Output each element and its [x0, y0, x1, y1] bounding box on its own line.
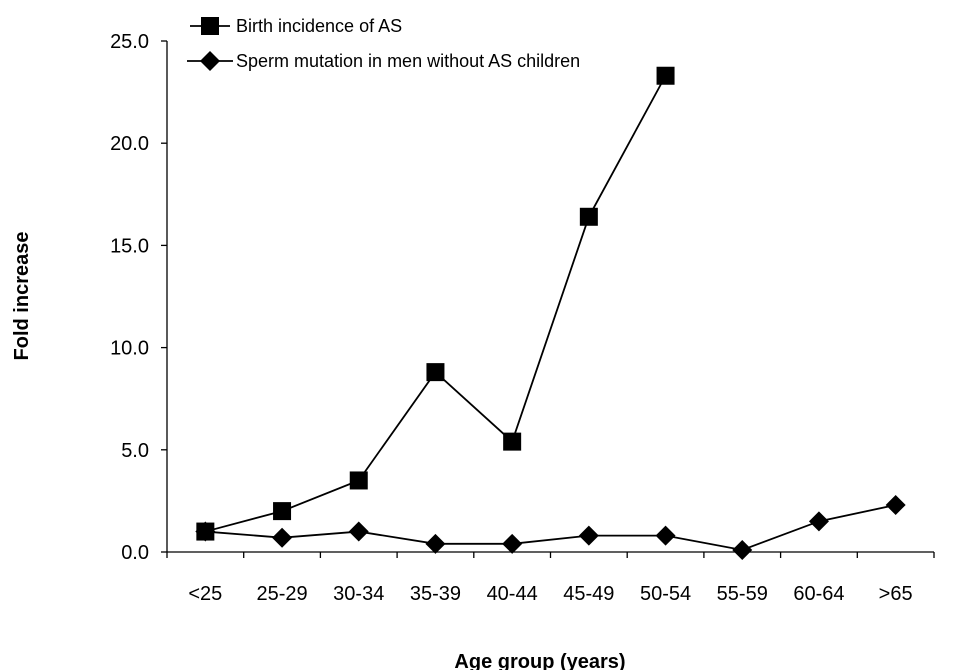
x-tick-label: 60-64 [793, 583, 844, 605]
data-point-diamond [195, 521, 216, 542]
data-point-diamond [732, 539, 753, 560]
data-point-square [656, 66, 675, 85]
x-tick-label: 55-59 [717, 583, 768, 605]
series-line-0 [205, 75, 667, 533]
data-point-square [349, 471, 368, 490]
data-point-diamond [885, 494, 906, 515]
legend: Birth incidence of AS Sperm mutation in … [187, 16, 580, 71]
data-point-diamond [655, 525, 676, 546]
x-tick-label: 25-29 [256, 583, 307, 605]
data-point-diamond [502, 533, 523, 554]
data-point-diamond [348, 521, 369, 542]
x-tick-label: 50-54 [640, 583, 691, 605]
y-tick-label: 10.0 [110, 338, 149, 360]
series-line-1 [205, 504, 896, 551]
legend-label-birth-incidence: Birth incidence of AS [236, 16, 402, 36]
y-axis-title: Fold increase [11, 232, 33, 361]
y-tick-label: 5.0 [121, 440, 149, 462]
series-layer [195, 66, 906, 560]
y-tick-label: 25.0 [110, 31, 149, 53]
data-point-diamond [272, 527, 293, 548]
x-tick-label: 30-34 [333, 583, 384, 605]
data-point-diamond [808, 511, 829, 532]
legend-diamond-marker [200, 51, 220, 71]
y-axis-ticks: 0.0 5.0 10.0 15.0 20.0 25.0 [110, 31, 167, 564]
x-tick-label: <25 [188, 583, 222, 605]
legend-entry-birth-incidence: Birth incidence of AS [190, 16, 402, 36]
data-point-square [273, 502, 292, 521]
x-tick-label: 45-49 [563, 583, 614, 605]
data-point-diamond [425, 533, 446, 554]
data-point-square [426, 363, 445, 382]
data-point-square [579, 207, 598, 226]
y-tick-label: 15.0 [110, 235, 149, 257]
legend-entry-sperm-mutation: Sperm mutation in men without AS childre… [187, 51, 580, 71]
data-point-square [503, 432, 522, 451]
y-tick-label: 0.0 [121, 542, 149, 564]
x-axis-ticks: <25 25-29 30-34 35-39 40-44 45-49 50-54 55-59 60… [166, 552, 935, 605]
y-tick-label: 20.0 [110, 133, 149, 155]
legend-square-marker [201, 17, 219, 35]
x-tick-label: >65 [879, 583, 913, 605]
x-tick-label: 35-39 [410, 583, 461, 605]
x-axis-title: Age group (years) [454, 651, 625, 670]
legend-label-sperm-mutation: Sperm mutation in men without AS childre… [236, 51, 580, 71]
x-tick-label: 40-44 [487, 583, 538, 605]
data-point-diamond [578, 525, 599, 546]
